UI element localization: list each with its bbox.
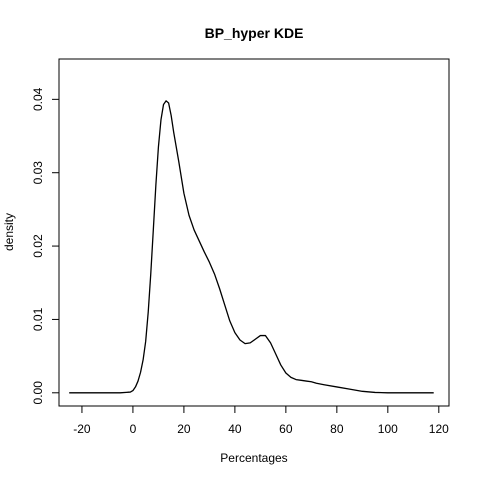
x-tick-label: 100: [378, 422, 398, 436]
x-axis: -20 0 20 40 60 80 100 120: [73, 405, 449, 436]
kde-density-line: [69, 100, 434, 394]
x-tick-label: 120: [429, 422, 449, 436]
y-axis-label: density: [2, 213, 16, 251]
x-tick-label: 0: [130, 422, 137, 436]
x-tick-label: 20: [177, 422, 191, 436]
series-layer: [69, 100, 434, 394]
x-tick-label: -20: [73, 422, 91, 436]
x-tick-label: 60: [279, 422, 293, 436]
y-tick-label: 0.00: [31, 381, 45, 405]
x-tick-label: 40: [228, 422, 242, 436]
x-tick-label: 80: [330, 422, 344, 436]
x-axis-label: Percentages: [220, 451, 287, 465]
y-tick-label: 0.03: [31, 161, 45, 185]
y-axis: 0.00 0.01 0.02 0.03 0.04: [31, 87, 60, 405]
y-tick-label: 0.01: [31, 307, 45, 331]
y-tick-label: 0.04: [31, 87, 45, 111]
y-tick-label: 0.02: [31, 234, 45, 258]
chart-title: BP_hyper KDE: [205, 25, 304, 41]
